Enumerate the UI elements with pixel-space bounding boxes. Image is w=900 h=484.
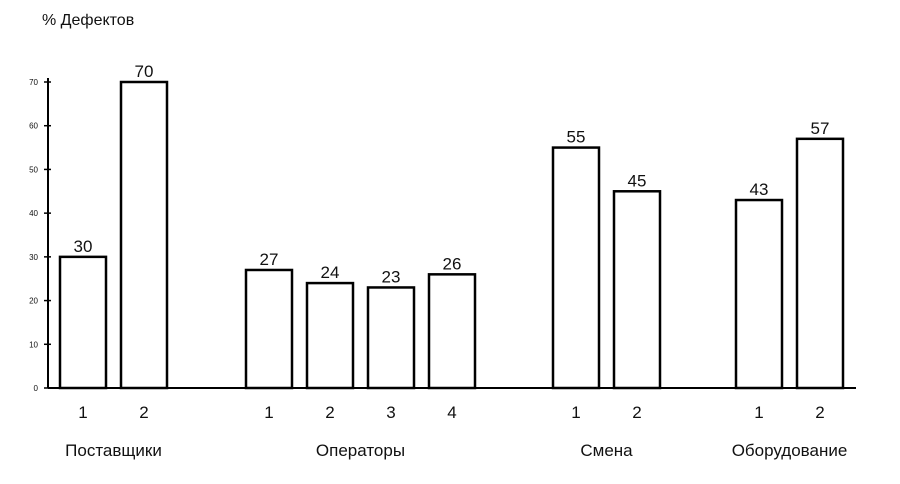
bar-value-label: 27 bbox=[260, 250, 279, 269]
x-tick-label: 1 bbox=[78, 403, 87, 422]
group-label: Операторы bbox=[316, 441, 405, 460]
x-tick-label: 4 bbox=[447, 403, 456, 422]
y-tick-label: 0 bbox=[34, 384, 39, 393]
bar bbox=[795, 137, 845, 390]
bar bbox=[551, 146, 601, 390]
y-axis-label: % Дефектов bbox=[42, 12, 135, 29]
x-tick-label: 1 bbox=[754, 403, 763, 422]
x-tick-label: 2 bbox=[325, 403, 334, 422]
group-label: Смена bbox=[580, 441, 633, 460]
bar-value-label: 24 bbox=[321, 263, 340, 282]
y-tick-label: 40 bbox=[29, 209, 38, 218]
bar-value-label: 55 bbox=[567, 128, 586, 147]
bar bbox=[119, 80, 169, 390]
bar bbox=[427, 273, 477, 390]
x-tick-label: 1 bbox=[264, 403, 273, 422]
bar bbox=[612, 190, 662, 390]
bar-value-label: 30 bbox=[74, 237, 93, 256]
x-tick-label: 2 bbox=[815, 403, 824, 422]
x-tick-label: 2 bbox=[632, 403, 641, 422]
bar bbox=[366, 286, 416, 390]
bar bbox=[305, 281, 355, 390]
bar-value-label: 45 bbox=[628, 171, 647, 190]
y-tick-label: 30 bbox=[29, 253, 38, 262]
y-tick-label: 20 bbox=[29, 297, 38, 306]
bar bbox=[244, 268, 294, 390]
bar bbox=[734, 198, 784, 390]
y-tick-label: 60 bbox=[29, 122, 38, 131]
x-tick-label: 1 bbox=[571, 403, 580, 422]
group-label: Оборудование bbox=[732, 441, 848, 460]
bar-value-label: 23 bbox=[382, 267, 401, 286]
group-label: Поставщики bbox=[65, 441, 162, 460]
bar-value-label: 43 bbox=[750, 180, 769, 199]
y-tick-label: 10 bbox=[29, 340, 38, 349]
bar-value-label: 26 bbox=[443, 254, 462, 273]
bar-value-label: 57 bbox=[811, 119, 830, 138]
bar-value-label: 70 bbox=[135, 62, 154, 81]
bar bbox=[58, 255, 108, 390]
x-tick-label: 2 bbox=[139, 403, 148, 422]
x-tick-label: 3 bbox=[386, 403, 395, 422]
y-tick-label: 70 bbox=[29, 78, 38, 87]
y-tick-label: 50 bbox=[29, 165, 38, 174]
